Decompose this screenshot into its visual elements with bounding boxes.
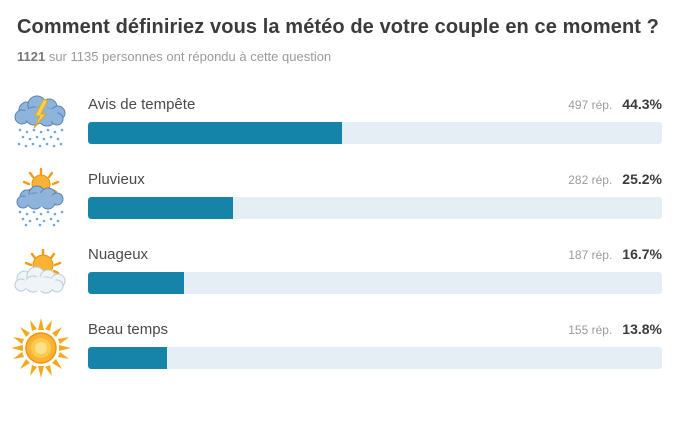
- answer-count: 155 rép.: [568, 323, 613, 337]
- answer-label: Nuageux: [88, 246, 149, 263]
- answer-percent: 16.7%: [622, 246, 662, 262]
- answer-bar-track: [88, 122, 662, 144]
- answer-content: Avis de tempête 497 rép. 44.3%: [88, 92, 662, 144]
- answer-bar-track: [88, 272, 662, 294]
- question-header: Comment définiriez vous la météo de votr…: [0, 0, 699, 64]
- answer-row-rainy: Pluvieux 282 rép. 25.2%: [0, 167, 699, 230]
- responded-text: sur 1135 personnes ont répondu à cette q…: [45, 49, 332, 64]
- answer-bar-fill: [88, 122, 343, 144]
- answer-bar-track: [88, 197, 662, 219]
- answer-content: Beau temps 155 rép. 13.8%: [88, 317, 662, 369]
- answers-list: Avis de tempête 497 rép. 44.3%: [0, 92, 699, 380]
- answer-percent: 13.8%: [622, 321, 662, 337]
- answer-bar-track: [88, 347, 662, 369]
- answer-label: Beau temps: [88, 321, 169, 338]
- responded-count: 1121: [17, 49, 46, 64]
- sun-icon: [8, 317, 88, 379]
- answer-row-sunny: Beau temps 155 rép. 13.8%: [0, 317, 699, 380]
- answer-content: Pluvieux 282 rép. 25.2%: [88, 167, 662, 219]
- sun-cloud-icon: [8, 242, 88, 304]
- answer-count: 187 rép.: [568, 248, 613, 262]
- answer-bar-fill: [88, 197, 233, 219]
- answer-count: 497 rép.: [568, 98, 613, 112]
- answer-percent: 44.3%: [622, 96, 662, 112]
- storm-icon: [8, 92, 88, 154]
- sun-rain-icon: [8, 167, 88, 229]
- answer-row-cloudy: Nuageux 187 rép. 16.7%: [0, 242, 699, 305]
- answer-count: 282 rép.: [568, 173, 613, 187]
- answer-content: Nuageux 187 rép. 16.7%: [88, 242, 662, 294]
- answer-label: Avis de tempête: [88, 96, 196, 113]
- question-title: Comment définiriez vous la météo de votr…: [17, 16, 659, 38]
- answer-bar-fill: [88, 272, 184, 294]
- response-summary: 1121 sur 1135 personnes ont répondu à ce…: [17, 49, 682, 64]
- answer-row-storm: Avis de tempête 497 rép. 44.3%: [0, 92, 699, 155]
- answer-bar-fill: [88, 347, 168, 369]
- answer-label: Pluvieux: [88, 171, 145, 188]
- answer-percent: 25.2%: [622, 171, 662, 187]
